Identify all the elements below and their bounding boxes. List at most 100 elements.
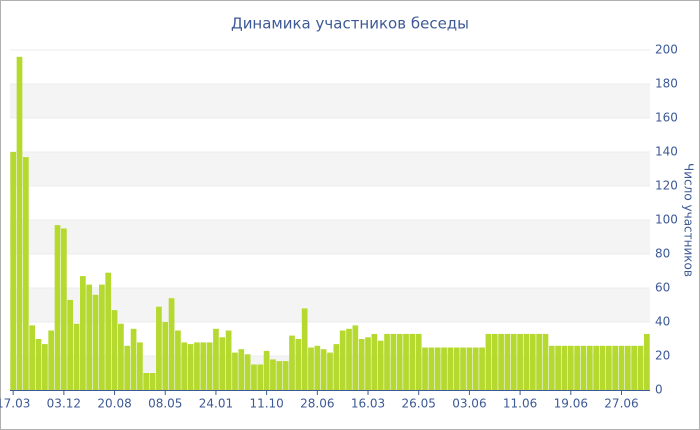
bar [396, 333, 403, 390]
bar [605, 345, 612, 390]
bar [434, 347, 441, 390]
y-tick-label: 160 [655, 111, 678, 125]
bar [86, 284, 93, 390]
bar [472, 347, 479, 390]
grid-band [10, 220, 650, 254]
bar [637, 345, 644, 390]
bar [403, 333, 409, 390]
bar [282, 361, 289, 390]
bar [257, 364, 264, 390]
bar [365, 337, 371, 390]
bar [42, 344, 48, 390]
x-tick-label: 28.06 [300, 397, 334, 411]
y-axis-title: Число участников [682, 163, 696, 277]
bar [466, 347, 473, 390]
bar [498, 333, 504, 390]
bar [574, 345, 580, 390]
bar [54, 225, 61, 390]
bar [409, 333, 416, 390]
bar [504, 333, 511, 390]
bar [510, 333, 517, 390]
y-tick-label: 40 [655, 315, 670, 329]
bar [453, 347, 460, 390]
bar [244, 354, 251, 390]
chart-title: Динамика участников беседы [231, 15, 469, 33]
y-tick-label: 20 [655, 349, 670, 363]
bar [422, 347, 428, 390]
y-tick-label: 100 [655, 213, 678, 227]
bar [29, 325, 36, 390]
x-tick-label: 26.05 [402, 397, 436, 411]
bar [187, 344, 194, 390]
bar [232, 352, 238, 390]
bar [485, 333, 492, 390]
bar [194, 342, 200, 390]
bar [238, 349, 245, 390]
y-tick-label: 120 [655, 179, 678, 193]
bar [352, 325, 359, 390]
x-tick-label: 03.12 [47, 397, 81, 411]
bar [61, 228, 67, 390]
bar [251, 364, 257, 390]
bar [111, 310, 118, 390]
bar [181, 342, 188, 390]
bar [618, 345, 625, 390]
y-tick-label: 200 [655, 43, 678, 57]
bar [542, 333, 549, 390]
bar [491, 333, 498, 390]
x-tick-label: 03.06 [452, 397, 486, 411]
y-tick-label: 180 [655, 77, 678, 91]
bar [301, 308, 308, 390]
bar [586, 345, 593, 390]
bar [567, 345, 574, 390]
bar [105, 272, 112, 390]
bar [276, 361, 283, 390]
bar [624, 345, 631, 390]
bar [599, 345, 606, 390]
x-tick-label: 27.06 [604, 397, 638, 411]
bar [99, 284, 105, 390]
bar [314, 345, 321, 390]
bar [339, 330, 346, 390]
bar [593, 345, 599, 390]
x-tick-label: 08.05 [148, 397, 182, 411]
bar [447, 347, 454, 390]
bar [479, 347, 485, 390]
bar [371, 333, 378, 390]
bar [517, 333, 523, 390]
y-tick-label: 140 [655, 145, 678, 159]
bar [10, 152, 17, 390]
x-tick-label: 19.06 [554, 397, 588, 411]
x-tick-label: 17.03 [0, 397, 30, 411]
bar [73, 323, 80, 390]
y-tick-label: 80 [655, 247, 670, 261]
bar [35, 339, 42, 390]
x-tick-label: 16.03 [351, 397, 385, 411]
bar [377, 340, 384, 390]
bar [200, 342, 207, 390]
bar [22, 157, 29, 390]
bar [460, 347, 466, 390]
bar [346, 328, 352, 390]
bar [295, 339, 302, 390]
bar [555, 345, 561, 390]
bar [225, 330, 232, 390]
x-tick-label: 11.06 [503, 397, 537, 411]
y-tick-label: 0 [655, 383, 663, 397]
bar [536, 333, 542, 390]
bar [156, 306, 162, 390]
bar [327, 352, 333, 390]
bar [612, 345, 618, 390]
x-tick-label: 20.08 [97, 397, 131, 411]
bar [308, 347, 314, 390]
bar [561, 345, 568, 390]
bar [124, 345, 131, 390]
bar [149, 373, 156, 390]
bar [175, 330, 181, 390]
bar [643, 333, 650, 390]
bar [529, 333, 536, 390]
bar [580, 345, 587, 390]
bar [67, 299, 74, 390]
grid-band [10, 152, 650, 186]
